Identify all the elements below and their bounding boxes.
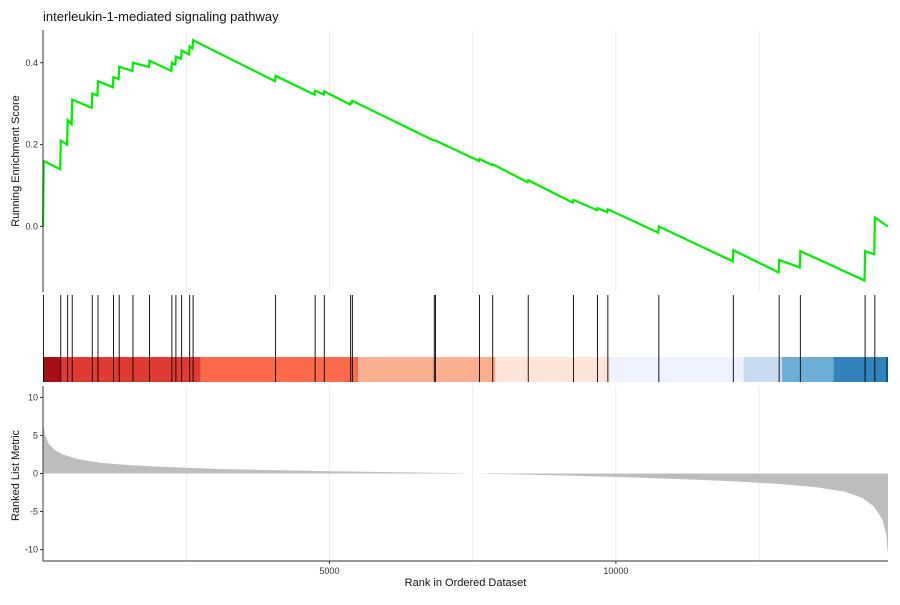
running-score-curve bbox=[41, 38, 889, 283]
ranked-metric-y-label: Ranked List Metric bbox=[10, 429, 22, 521]
running-score-tick-label: 0.2 bbox=[25, 140, 38, 150]
ranked-metric-fill bbox=[43, 424, 888, 556]
rank-color-band bbox=[200, 357, 359, 382]
ranked-metric-tick-label: 10 bbox=[28, 392, 38, 402]
x-axis-label: Rank in Ordered Dataset bbox=[405, 577, 527, 589]
gene-hit-lines bbox=[43, 295, 876, 382]
ranked-metric-tick-label: -10 bbox=[25, 545, 38, 555]
rank-color-band bbox=[885, 357, 888, 382]
rank-color-band bbox=[782, 357, 834, 382]
running-score-y-label: Running Enrichment Score bbox=[10, 95, 22, 226]
rank-color-band bbox=[495, 357, 611, 382]
chart-title: interleukin-1-mediated signaling pathway bbox=[43, 9, 279, 24]
running-score-tick-label: 0.0 bbox=[25, 222, 38, 232]
rank-color-band bbox=[358, 357, 496, 382]
ranked-metric-area bbox=[43, 424, 888, 556]
rank-x-ticks: 5000 10000 bbox=[319, 561, 628, 576]
rank-color-band bbox=[833, 357, 886, 382]
rank-x-tick-label: 5000 bbox=[319, 566, 339, 576]
running-score-y-ticks: 0.0 0.2 0.4 bbox=[25, 58, 43, 232]
rank-color-band bbox=[743, 357, 783, 382]
ranked-metric-tick-label: 0 bbox=[33, 469, 38, 479]
ranked-metric-y-ticks: 10 5 0 -5 -10 bbox=[25, 392, 43, 555]
ranked-metric-tick-label: -5 bbox=[30, 507, 38, 517]
rank-color-band bbox=[43, 357, 61, 382]
running-score-tick-label: 0.4 bbox=[25, 58, 38, 68]
rank-x-tick-label: 10000 bbox=[603, 566, 628, 576]
rank-color-bar bbox=[43, 357, 888, 382]
rank-color-band bbox=[610, 357, 744, 382]
running-score-grid bbox=[185, 30, 760, 292]
ranked-metric-tick-label: 5 bbox=[33, 430, 38, 440]
running-score-line bbox=[41, 38, 889, 283]
rank-color-band bbox=[60, 357, 201, 382]
